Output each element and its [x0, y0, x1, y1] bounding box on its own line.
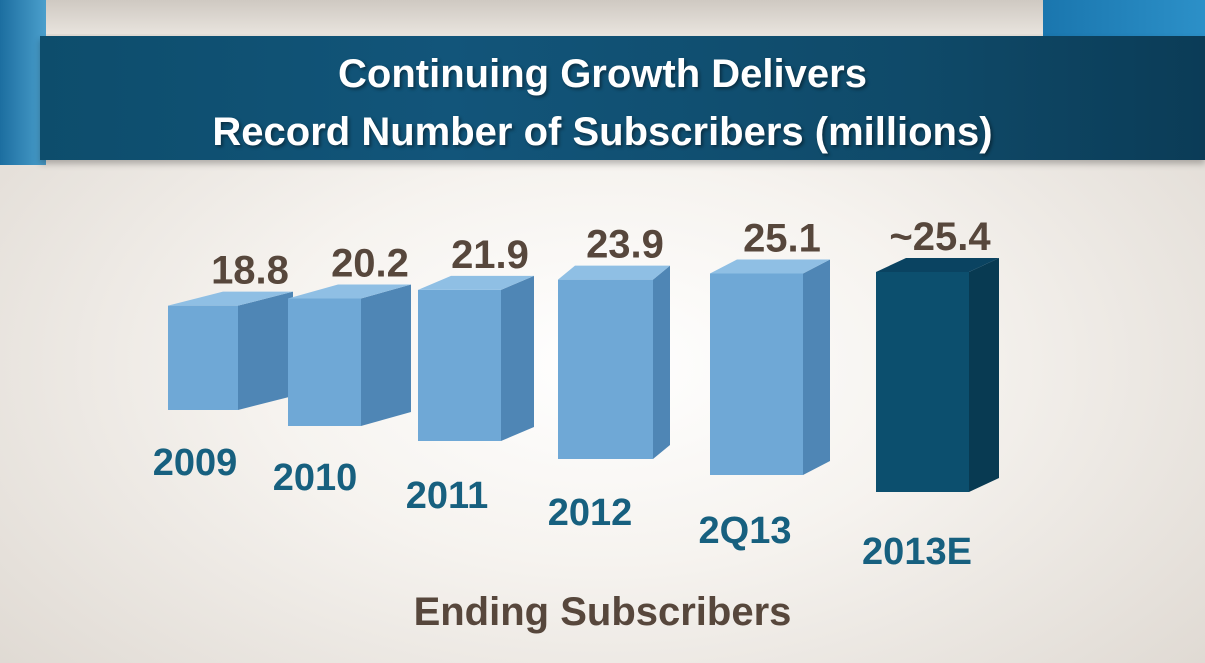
corner-accent-left: [0, 0, 46, 165]
bar-front: [168, 305, 238, 410]
bar-top: [710, 259, 830, 274]
chart-title-line-2: Record Number of Subscribers (millions): [212, 110, 993, 154]
value-label: 23.9: [586, 223, 664, 267]
bar-side: [653, 265, 670, 459]
bar-front: [876, 272, 969, 492]
value-label: 25.1: [743, 217, 821, 261]
value-label: ~25.4: [889, 215, 991, 259]
title-bar: [40, 36, 1205, 160]
bar-2013E: [876, 258, 999, 492]
corner-accent-right: [1043, 0, 1205, 40]
bar-2009: [168, 291, 293, 410]
category-label: 2012: [548, 492, 633, 534]
bar-top: [876, 258, 999, 272]
bar-top: [418, 275, 534, 290]
bar-2Q13: [710, 259, 830, 475]
bar-side: [803, 259, 830, 475]
top-strip: [0, 0, 1205, 34]
bar-side: [238, 291, 293, 410]
category-label: 2011: [406, 475, 488, 517]
bar-top: [558, 265, 670, 280]
bar-side: [969, 258, 999, 492]
bar-top: [168, 291, 293, 306]
bar-front: [558, 279, 653, 459]
category-labels-group: 2009 2010 2011 2012 2Q13 2013E: [153, 442, 972, 573]
bar-front: [418, 289, 501, 441]
bar-front: [710, 273, 803, 475]
category-label: 2009: [153, 442, 238, 484]
bar-2011: [418, 275, 534, 441]
value-labels-group: 18.8 20.2 21.9 23.9 25.1 ~25.4: [211, 215, 991, 293]
bar-top: [288, 284, 411, 299]
value-label: 18.8: [211, 249, 289, 293]
chart-title-line-1: Continuing Growth Delivers: [338, 52, 867, 96]
value-label: 21.9: [451, 233, 529, 277]
bars-group: [168, 258, 999, 492]
bar-side: [361, 284, 411, 426]
bar-side: [501, 275, 534, 441]
bar-front: [288, 298, 361, 426]
value-label: 20.2: [331, 242, 409, 286]
x-axis-title: Ending Subscribers: [413, 590, 792, 634]
category-label: 2010: [273, 457, 358, 499]
bar-2012: [558, 265, 670, 459]
bar-2010: [288, 284, 411, 426]
category-label: 2Q13: [699, 510, 792, 552]
category-label: 2013E: [862, 531, 972, 573]
